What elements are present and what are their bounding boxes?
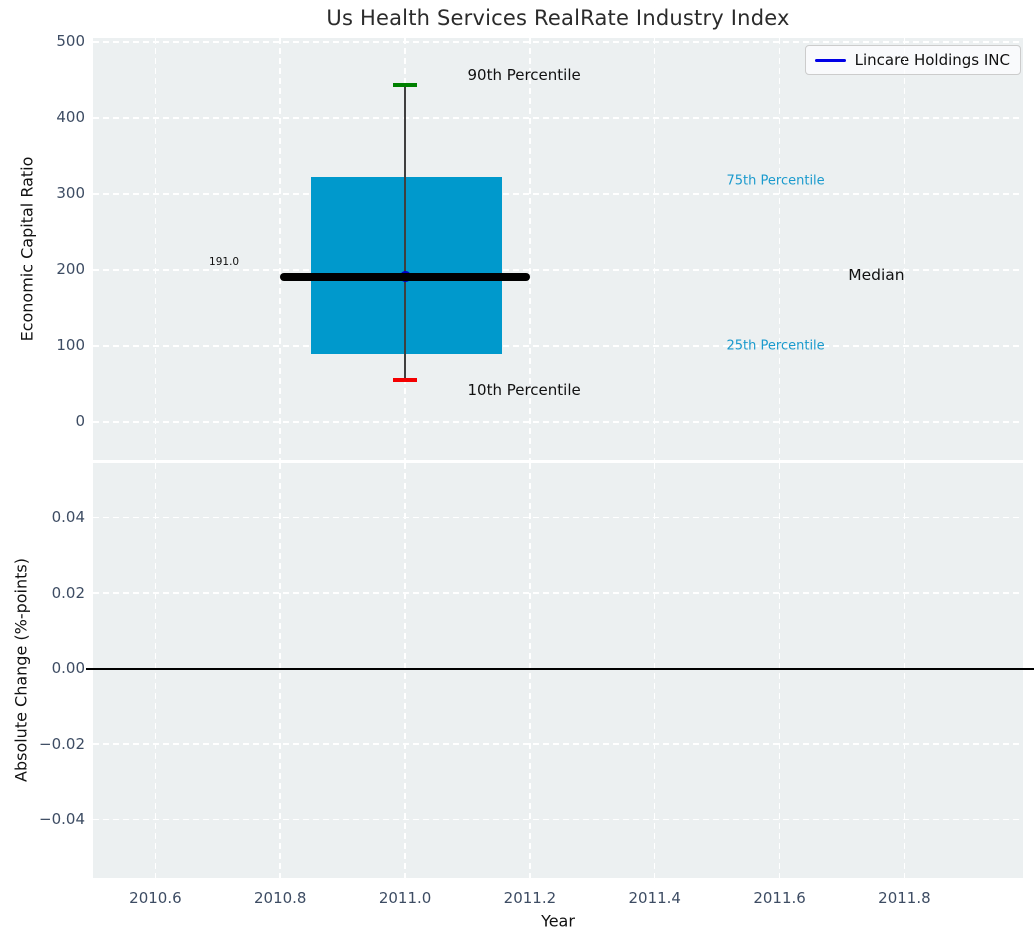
- legend-label: Lincare Holdings INC: [854, 51, 1010, 69]
- gridline-y: [93, 41, 1023, 43]
- gridline-y: [93, 117, 1023, 119]
- bottom-plot-area: [93, 463, 1023, 878]
- y-tick-label: 300: [56, 184, 85, 203]
- y-tick-label: 0.00: [51, 659, 85, 678]
- top-plot-area: [93, 38, 1023, 460]
- gridline-x: [778, 463, 781, 878]
- gridline-x: [154, 463, 157, 878]
- gridline-x: [903, 38, 906, 460]
- x-tick-label: 2011.0: [378, 889, 432, 907]
- y-tick-label: 200: [56, 260, 85, 279]
- gridline-x: [653, 463, 656, 878]
- gridline-x: [279, 463, 281, 878]
- gridline-x: [529, 463, 531, 878]
- annotation: 90th Percentile: [467, 66, 581, 85]
- annotation: 10th Percentile: [467, 381, 581, 400]
- legend-line-swatch: [814, 58, 846, 62]
- gridline-x: [778, 38, 781, 460]
- chart-title: Us Health Services RealRate Industry Ind…: [326, 6, 790, 30]
- gridline-x: [653, 38, 656, 460]
- y-tick-label: −0.04: [39, 810, 85, 829]
- y-tick-label: 0.02: [51, 583, 85, 602]
- boxplot-box: [311, 177, 502, 354]
- x-tick-label: 2010.8: [253, 889, 307, 907]
- boxplot-cap-10: [393, 378, 418, 382]
- x-tick-label: 2010.6: [129, 889, 182, 907]
- gridline-x: [903, 463, 906, 878]
- gridline-x: [154, 38, 157, 460]
- gridline-y: [93, 345, 1023, 347]
- annotation: Median: [848, 266, 905, 285]
- boxplot-cap-90: [393, 83, 418, 87]
- gridline-y: [93, 421, 1023, 423]
- gridline-x: [279, 38, 281, 460]
- gridline-x: [529, 38, 531, 460]
- annotation: 75th Percentile: [726, 173, 825, 189]
- boxplot-median-line: [280, 272, 530, 281]
- x-axis-label: Year: [541, 911, 575, 931]
- boxplot-whisker: [404, 85, 406, 381]
- y-tick-label: 0.04: [51, 508, 85, 527]
- y-tick-label: 100: [56, 336, 85, 355]
- annotation: 25th Percentile: [726, 338, 825, 354]
- gridline-y: [93, 818, 1023, 821]
- y-tick-label: 0: [75, 412, 85, 431]
- zero-line: [86, 667, 1034, 670]
- annotation: 191.0: [209, 255, 240, 268]
- x-tick-label: 2011.8: [878, 889, 931, 907]
- gridline-y: [93, 743, 1023, 745]
- x-tick-label: 2011.6: [753, 889, 806, 907]
- gridline-y: [93, 592, 1023, 594]
- x-tick-label: 2011.4: [628, 889, 681, 907]
- y-tick-label: 400: [56, 108, 85, 127]
- gridline-y: [93, 269, 1023, 271]
- gridline-y: [93, 516, 1023, 519]
- y-tick-label: 500: [56, 32, 85, 51]
- x-tick-label: 2011.2: [503, 889, 557, 907]
- legend: Lincare Holdings INC: [804, 45, 1021, 75]
- gridline-x: [404, 463, 406, 878]
- y-tick-label: −0.02: [39, 734, 85, 753]
- gridline-y: [93, 193, 1023, 195]
